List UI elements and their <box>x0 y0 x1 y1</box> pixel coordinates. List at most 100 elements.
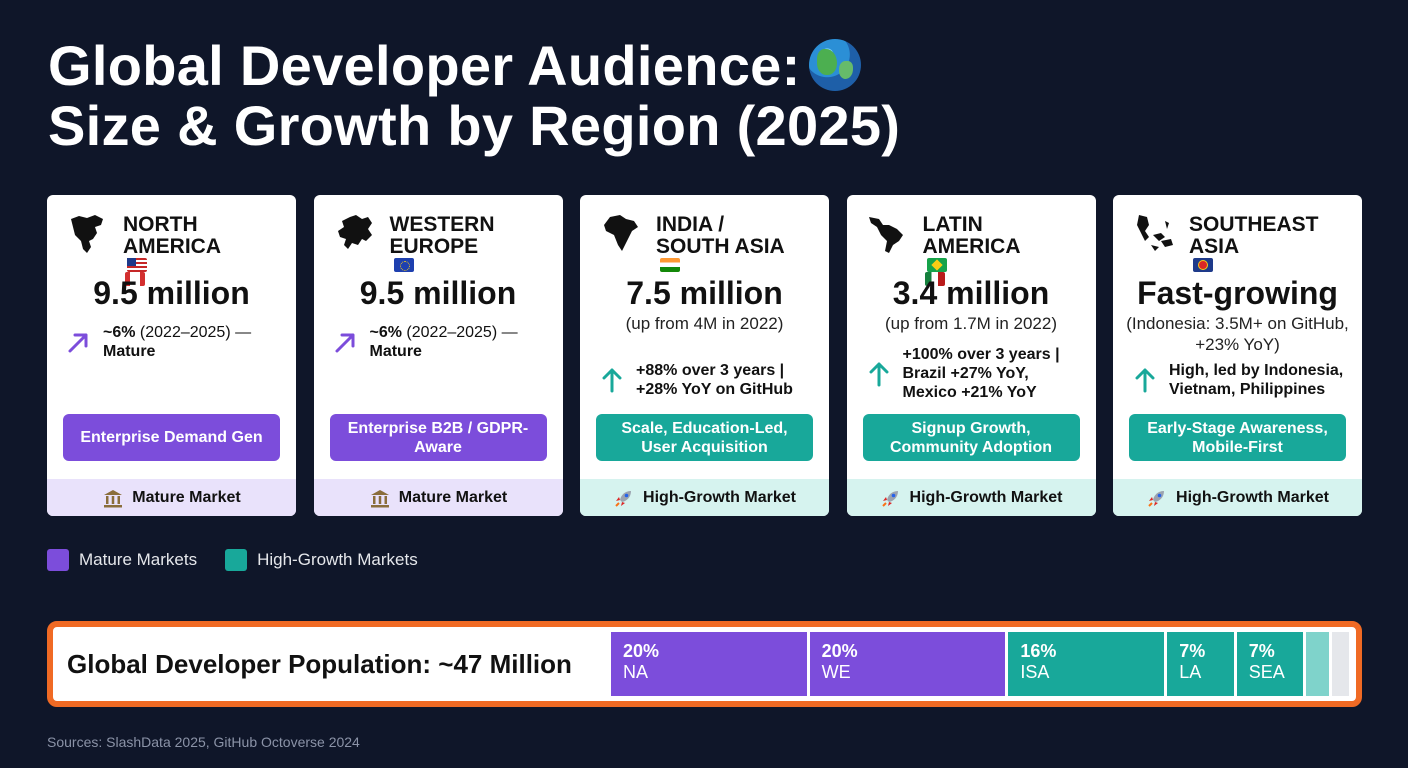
market-type-footer: Mature Market <box>47 479 296 516</box>
legend-item-growth: High-Growth Markets <box>225 549 418 571</box>
sources-note: Sources: SlashData 2025, GitHub Octovers… <box>47 734 360 750</box>
flag-mx-icon <box>924 272 945 286</box>
rocket-icon <box>880 487 902 509</box>
market-type-label: High-Growth Market <box>643 488 796 506</box>
segment-label: NA <box>623 662 649 682</box>
market-type-label: Mature Market <box>398 488 508 506</box>
europe-map-icon <box>332 211 378 257</box>
page-title: Global Developer Audience: Size & Growth… <box>48 36 900 156</box>
legend-swatch-growth <box>225 549 248 571</box>
india-map-icon <box>598 211 644 257</box>
bank-icon <box>102 487 124 509</box>
segment-label: LA <box>1179 662 1202 682</box>
rocket-icon <box>613 487 635 509</box>
legend: Mature Markets High-Growth Markets <box>47 549 446 571</box>
population-share-bar: 20% NA 20% WE 16% ISA 7% LA 7% SEA <box>611 632 1352 696</box>
audience-size: Fast-growing <box>1137 275 1338 311</box>
market-type-footer: Mature Market <box>313 479 563 516</box>
flag-eu-icon <box>393 258 414 272</box>
region-card: NORTH AMERICA 9.5 million ~6% (2022–2025… <box>47 195 296 516</box>
audience-size: 3.4 million <box>892 275 1050 311</box>
flag-in-icon <box>660 258 680 272</box>
growth-stat: High, led by Indonesia, Vietnam, Philipp… <box>1131 361 1352 399</box>
bank-icon <box>369 487 391 509</box>
region-name: WESTERN EUROPE <box>390 211 495 272</box>
region-card: LATIN AMERICA 3.4 million (up from 1.7M i… <box>846 195 1096 516</box>
rocket-icon <box>1146 487 1168 509</box>
region-card: WESTERN EUROPE 9.5 million ~6% (2022–202… <box>313 195 563 516</box>
growth-text: +100% over 3 years | Brazil +27% YoY, Mex… <box>902 346 1060 401</box>
segment-label: SEA <box>1248 662 1285 682</box>
share-segment-other <box>1332 632 1349 696</box>
growth-stat: ~6% (2022–2025) — Mature <box>332 323 553 361</box>
region-name: LATIN AMERICA <box>923 211 1021 286</box>
region-header: WESTERN EUROPE <box>332 211 551 272</box>
north-america-map-icon <box>65 211 111 257</box>
growth-text: High, led by Indonesia, Vietnam, Philipp… <box>1169 362 1344 398</box>
audience-detail: (up from 4M in 2022) <box>625 314 784 333</box>
region-card: SOUTHEAST ASIA Fast-growing (Indonesia: 3… <box>1113 195 1362 516</box>
region-header: SOUTHEAST ASIA <box>1131 211 1350 272</box>
market-type-footer: High-Growth Market <box>846 479 1096 516</box>
share-segment-sea: 7% SEA <box>1236 632 1304 696</box>
region-header: LATIN AMERICA <box>865 211 1084 286</box>
diagonal-up-arrow-icon <box>65 328 93 356</box>
region-card: INDIA / SOUTH ASIA 7.5 million (up from 4… <box>580 195 829 516</box>
strategy-pill: Enterprise B2B / GDPR-Aware <box>329 414 547 461</box>
flag-us-icon <box>127 258 147 272</box>
legend-swatch-mature <box>47 549 69 571</box>
legend-label: High-Growth Markets <box>257 550 418 569</box>
share-segment-la: 7% LA <box>1167 632 1234 696</box>
market-type-label: High-Growth Market <box>909 488 1063 506</box>
up-arrow-icon <box>598 366 626 394</box>
growth-text: ~6% (2022–2025) — Mature <box>369 324 518 360</box>
share-segment-isa: 16% ISA <box>1008 632 1165 696</box>
segment-percent: 20% <box>821 641 858 661</box>
audience-size: 9.5 million <box>359 275 517 311</box>
segment-label: WE <box>821 662 851 682</box>
growth-stat: ~6% (2022–2025) — Mature <box>65 323 286 361</box>
audience-size: 7.5 million <box>626 275 783 311</box>
southeast-asia-map-icon <box>1131 211 1177 257</box>
market-type-label: Mature Market <box>132 488 241 506</box>
population-title: Global Developer Population: ~47 Million <box>67 648 572 679</box>
legend-item-mature: Mature Markets <box>47 549 197 571</box>
market-type-label: High-Growth Market <box>1176 488 1329 506</box>
flag-ca-icon <box>125 272 145 286</box>
market-type-footer: High-Growth Market <box>580 479 829 516</box>
growth-text: +88% over 3 years | +28% YoY on GitHub <box>636 362 793 398</box>
region-name: SOUTHEAST ASIA <box>1189 211 1319 272</box>
region-header: INDIA / SOUTH ASIA <box>598 211 817 272</box>
globe-icon <box>808 39 861 91</box>
region-name: NORTH AMERICA <box>123 211 221 286</box>
strategy-pill: Signup Growth, Community Adoption <box>862 414 1080 461</box>
up-arrow-icon <box>865 360 893 388</box>
market-type-footer: High-Growth Market <box>1113 479 1362 516</box>
diagonal-up-arrow-icon <box>332 328 360 356</box>
audience-detail: (Indonesia: 3.5M+ on GitHub, +23% YoY) <box>1126 314 1349 354</box>
region-header: NORTH AMERICA <box>65 211 284 286</box>
segment-label: ISA <box>1020 662 1050 682</box>
region-name: INDIA / SOUTH ASIA <box>656 211 785 272</box>
strategy-pill: Early-Stage Awareness, Mobile-First <box>1129 414 1346 461</box>
population-panel: Global Developer Population: ~47 Million… <box>47 621 1362 707</box>
strategy-pill: Scale, Education-Led, User Acquisition <box>596 414 813 461</box>
share-segment-na: 20% NA <box>611 632 807 696</box>
growth-stat: +88% over 3 years | +28% YoY on GitHub <box>598 361 819 399</box>
segment-percent: 7% <box>1248 641 1275 661</box>
title-line-2: Size & Growth by Region (2025) <box>48 94 901 157</box>
up-arrow-icon <box>1131 366 1159 394</box>
audience-size: 9.5 million <box>93 275 250 311</box>
growth-text: ~6% (2022–2025) — Mature <box>103 324 252 360</box>
region-cards: NORTH AMERICA 9.5 million ~6% (2022–2025… <box>47 195 1362 516</box>
share-segment-other <box>1306 632 1330 696</box>
audience-detail: (up from 1.7M in 2022) <box>885 314 1057 333</box>
flag-asean-icon <box>1193 258 1213 272</box>
segment-percent: 16% <box>1020 641 1057 661</box>
flag-br-icon <box>926 258 947 272</box>
legend-label: Mature Markets <box>79 550 198 569</box>
latin-america-map-icon <box>865 211 911 257</box>
share-segment-we: 20% WE <box>809 632 1006 696</box>
strategy-pill: Enterprise Demand Gen <box>63 414 280 461</box>
title-line-1: Global Developer Audience: <box>48 36 900 96</box>
